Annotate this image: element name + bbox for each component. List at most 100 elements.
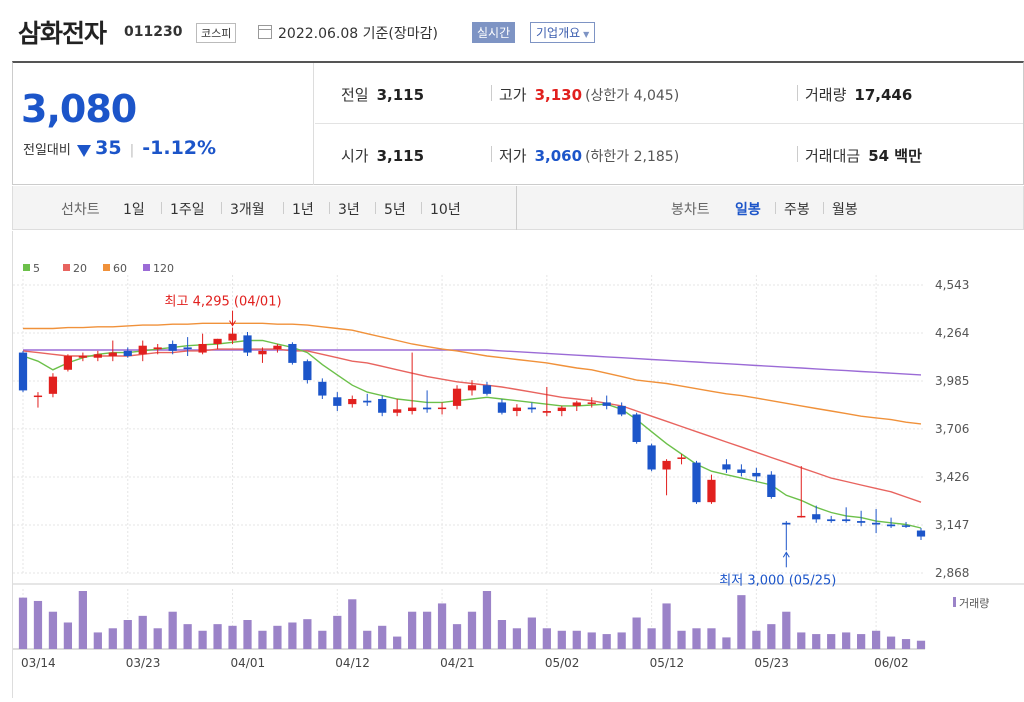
volume-bar <box>363 630 372 649</box>
period-separator <box>329 202 330 214</box>
period-1w-button[interactable]: 1주일 <box>170 202 205 218</box>
volume-bar <box>842 632 851 649</box>
candle-body <box>482 385 492 394</box>
calendar-icon <box>258 25 272 39</box>
period-separator <box>421 202 422 214</box>
period-5y-button[interactable]: 5년 <box>384 202 406 218</box>
volume-bar <box>393 636 402 649</box>
stat-volume: 거래량 17,446 <box>805 84 912 105</box>
candle-body <box>512 407 522 412</box>
x-tick-label: 03/14 <box>21 656 56 670</box>
candle-body <box>752 472 761 477</box>
volume-bar <box>437 603 447 649</box>
stat-label: 고가 <box>499 86 527 104</box>
volume-bar <box>467 611 477 649</box>
period-3m-button[interactable]: 3개월 <box>230 202 265 218</box>
change-percent: -1.12% <box>142 137 217 159</box>
stat-divider <box>491 146 492 162</box>
candle-body <box>243 335 252 353</box>
candle-body <box>378 398 387 413</box>
stock-header: 삼화전자 011230 코스피 2022.06.08 기준(장마감) 실시간 기… <box>0 0 1024 62</box>
y-tick-label: 4,264 <box>935 326 969 340</box>
candle-body <box>842 519 851 522</box>
stat-value: 17,446 <box>854 86 913 104</box>
candle-monthly-button[interactable]: 월봉 <box>832 202 858 218</box>
stat-value: 3,115 <box>376 147 425 165</box>
volume-bar <box>168 611 177 649</box>
volume-bar <box>108 628 117 649</box>
period-10y-button[interactable]: 10년 <box>430 202 461 218</box>
candle-body <box>213 338 222 344</box>
candle-body <box>183 347 192 350</box>
candle-body <box>363 400 372 403</box>
candle-body <box>422 407 432 410</box>
volume-bar <box>318 630 327 649</box>
candle-body <box>797 515 806 518</box>
candle-body <box>63 356 73 370</box>
candle-body <box>348 398 357 405</box>
volume-bar <box>542 628 551 649</box>
candle-body <box>393 409 402 413</box>
candle-body <box>587 402 596 404</box>
stat-divider <box>797 85 798 101</box>
y-tick-label: 3,426 <box>935 470 969 484</box>
candle-body <box>408 407 417 412</box>
stat-amount: 거래대금 54 백만 <box>805 145 922 166</box>
volume-bar <box>527 617 536 649</box>
legend-swatch <box>103 264 110 271</box>
legend-label: 20 <box>73 262 87 275</box>
volume-bar <box>303 619 312 649</box>
volume-bar <box>871 630 881 649</box>
period-separator <box>823 202 824 214</box>
period-1y-button[interactable]: 1년 <box>292 202 314 218</box>
candle-daily-button[interactable]: 일봉 <box>735 202 761 218</box>
stat-value: 3,130 <box>534 86 583 104</box>
candle-body <box>18 352 28 391</box>
candle-body <box>153 347 162 350</box>
y-tick-label: 2,868 <box>935 566 969 580</box>
legend-label: 5 <box>33 262 40 275</box>
stock-code: 011230 <box>124 24 183 40</box>
volume-bar <box>827 634 836 649</box>
candle-body <box>572 402 581 406</box>
price-panel: 3,080 전일대비 35 | -1.12% 전일 3,115 고가 3,130 (상… <box>12 61 1024 185</box>
candle-body <box>692 462 701 503</box>
volume-bar <box>183 624 192 649</box>
upper-limit: (상한가 4,045) <box>585 88 680 104</box>
low-arrow-head <box>782 551 790 558</box>
volume-bar <box>707 628 716 649</box>
stat-open: 시가 3,115 <box>341 145 424 166</box>
current-price-box: 3,080 전일대비 35 | -1.12% <box>13 63 314 185</box>
realtime-button[interactable]: 실시간 <box>472 22 516 43</box>
stock-chart[interactable]: 5 20 60 120 4,543 4,264 3,985 3,706 3,426 3,147 2,… <box>12 231 1024 698</box>
stat-value: 54 백만 <box>868 147 922 165</box>
x-tick-label: 05/23 <box>754 656 789 670</box>
period-1d-button[interactable]: 1일 <box>123 202 145 218</box>
candle-body <box>228 333 237 341</box>
candle-body <box>722 464 731 470</box>
candle-body <box>677 457 686 459</box>
period-3y-button[interactable]: 3년 <box>338 202 360 218</box>
candle-body <box>138 345 147 355</box>
volume-bar <box>288 622 297 649</box>
candle-body <box>258 350 267 355</box>
volume-bar <box>63 622 73 649</box>
company-overview-button[interactable]: 기업개요 ▼ <box>530 22 596 43</box>
candle-weekly-button[interactable]: 주봉 <box>784 202 810 218</box>
volume-bar <box>213 624 222 649</box>
stat-label: 전일 <box>341 86 369 104</box>
change-label: 전일대비 <box>23 143 71 158</box>
candle-body <box>288 343 297 363</box>
volume-bar <box>333 615 342 649</box>
volume-bar <box>737 595 746 649</box>
volume-bar <box>482 591 492 649</box>
x-tick-label: 04/01 <box>231 656 266 670</box>
candle-body <box>916 530 926 537</box>
volume-bar <box>692 628 701 649</box>
period-separator <box>775 202 776 214</box>
x-tick-label: 04/12 <box>335 656 370 670</box>
candle-body <box>647 445 656 470</box>
legend-label: 120 <box>153 262 174 275</box>
volume-bar <box>782 611 791 649</box>
ma20-line <box>22 348 922 503</box>
